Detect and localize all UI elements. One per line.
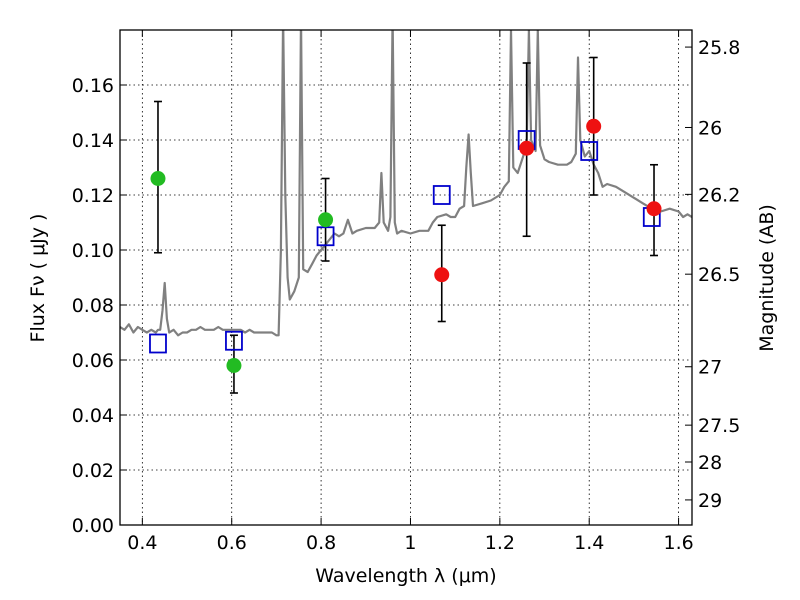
y2-tick-label: 28 <box>698 452 722 474</box>
y2-tick-label: 26.5 <box>698 264 740 286</box>
y-tick-label: 0.12 <box>72 185 114 207</box>
tick-marks <box>120 30 692 526</box>
observed-point <box>519 140 535 156</box>
y-tick-label: 0.10 <box>72 240 114 262</box>
x-tick-label: 1.2 <box>485 532 515 554</box>
observed-point <box>646 201 662 217</box>
y-tick-label: 0.00 <box>72 515 114 537</box>
y2-tick-label: 27 <box>698 357 722 379</box>
x-tick-label: 1.4 <box>574 532 604 554</box>
y-tick-label: 0.02 <box>72 460 114 482</box>
observed-point <box>434 267 450 283</box>
model-square-marker <box>432 185 451 205</box>
x-tick-label: 1.6 <box>663 532 693 554</box>
x-tick-label: 1 <box>404 532 416 554</box>
y2-tick-label: 26 <box>698 117 722 139</box>
observed-point <box>586 118 602 134</box>
y-axis-label: Flux Fν ( μJy ) <box>27 214 49 343</box>
y-tick-label: 0.06 <box>72 350 114 372</box>
observed-point <box>150 171 166 186</box>
model-square-marker <box>225 330 243 351</box>
y-tick-labels: 0.00 0.02 0.04 0.06 0.08 0.10 0.12 0.14 0.16 <box>72 75 114 537</box>
y2-tick-label: 29 <box>698 490 722 512</box>
x-tick-label: 0.4 <box>127 532 157 554</box>
observed-point <box>226 358 242 373</box>
x-tick-label: 0.6 <box>217 532 247 554</box>
y-tick-label: 0.14 <box>72 130 114 152</box>
observed-point <box>318 212 334 228</box>
model-square-marker <box>149 333 167 354</box>
x-tick-label: 0.8 <box>306 532 336 554</box>
x-tick-labels: 0.4 0.6 0.8 1 1.2 1.4 1.6 <box>127 532 693 554</box>
y-tick-label: 0.16 <box>72 75 114 97</box>
plot-frame <box>119 29 693 526</box>
y-tick-label: 0.04 <box>72 405 114 427</box>
y2-tick-label: 25.8 <box>698 37 740 59</box>
y2-tick-label: 26.2 <box>698 184 740 206</box>
model-square-marker <box>580 141 599 161</box>
x-axis-label: Wavelength λ (μm) <box>315 565 496 587</box>
y2-tick-labels: 25.8 26 26.2 26.5 27 27.5 28 29 <box>698 37 740 512</box>
grid <box>120 30 692 526</box>
y2-tick-label: 27.5 <box>698 415 740 437</box>
y2-axis-label: Magnitude (AB) <box>756 204 778 352</box>
spectrum-line <box>120 30 692 337</box>
y-tick-label: 0.08 <box>72 295 114 317</box>
series-layer <box>120 30 692 394</box>
